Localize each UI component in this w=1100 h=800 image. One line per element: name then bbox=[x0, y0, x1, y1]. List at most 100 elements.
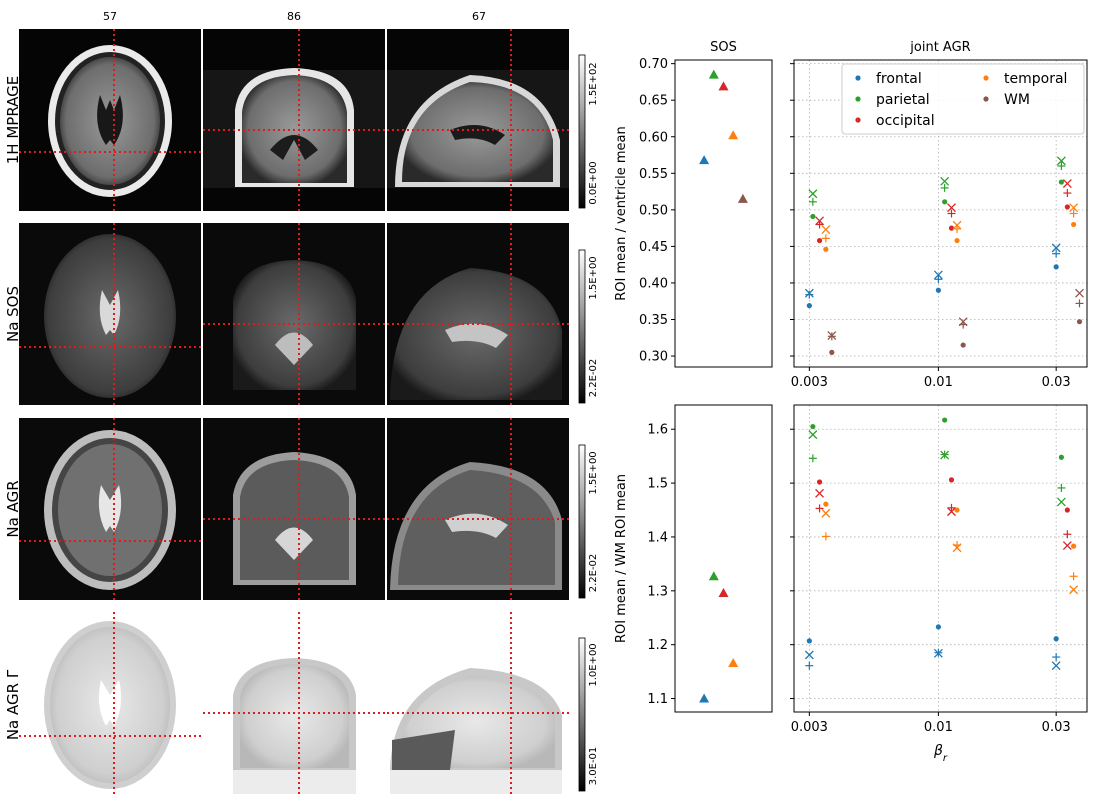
y-tick-label: 0.40 bbox=[639, 276, 668, 291]
cross-WM-b bbox=[1075, 288, 1084, 298]
legend-marker-WM bbox=[983, 96, 989, 102]
colorbar-sos-max: 1.5E+00 bbox=[588, 256, 599, 299]
dot-temporal bbox=[954, 237, 960, 244]
row-label-mprage: 1H MPRAGE bbox=[4, 76, 22, 165]
y-tick-label: 1.2 bbox=[647, 638, 668, 653]
cross-frontal bbox=[933, 270, 943, 280]
cross-frontal bbox=[1051, 243, 1061, 253]
cross-WM-b bbox=[827, 331, 837, 341]
slice-number-coronal: 86 bbox=[287, 10, 301, 23]
cross-parietal bbox=[940, 450, 950, 460]
plus-occipital bbox=[1063, 530, 1072, 539]
plus-parietal bbox=[1057, 483, 1066, 492]
dot-frontal bbox=[935, 287, 941, 293]
dot-frontal bbox=[1053, 264, 1059, 270]
cross-parietal bbox=[1056, 497, 1066, 507]
plus-occipital bbox=[947, 503, 956, 512]
cross-frontal-b bbox=[804, 288, 814, 298]
cross-temporal-b bbox=[821, 225, 831, 235]
colorbar-agr-gamma-max: 1.0E+00 bbox=[588, 643, 599, 686]
y-tick-label: 1.6 bbox=[647, 423, 668, 438]
dot-parietal bbox=[1058, 179, 1064, 185]
cross-occipital bbox=[947, 203, 956, 213]
y-axis-label: ROI mean / ventricle mean bbox=[614, 126, 629, 300]
sos-row bbox=[19, 223, 569, 405]
cross-temporal bbox=[821, 508, 831, 518]
dot-occipital bbox=[816, 479, 823, 485]
row-label-agr: Na AGR bbox=[4, 480, 22, 537]
y-tick-label: 0.45 bbox=[639, 240, 668, 255]
plus-frontal bbox=[805, 661, 814, 670]
legend-marker-temporal bbox=[983, 75, 989, 81]
y-tick-label: 1.4 bbox=[647, 530, 668, 545]
dot-temporal bbox=[1071, 543, 1077, 549]
dot-frontal bbox=[806, 303, 812, 309]
cross-parietal bbox=[940, 176, 950, 186]
cross-occipital-b bbox=[815, 488, 825, 498]
plus-WM bbox=[1075, 299, 1084, 308]
agr-gamma-row bbox=[19, 612, 569, 794]
dot-frontal bbox=[935, 624, 941, 630]
colorbar-agr-gamma-min: 3.0E-01 bbox=[588, 747, 599, 786]
cross-frontal-b bbox=[804, 650, 814, 660]
dot-occipital bbox=[948, 225, 955, 231]
colorbar-agr-gamma: 1.0E+00 3.0E-01 bbox=[578, 637, 599, 792]
legend-marker-parietal bbox=[855, 96, 861, 102]
plus-frontal bbox=[934, 275, 943, 284]
cross-parietal bbox=[808, 430, 818, 440]
dot-WM bbox=[1076, 319, 1083, 325]
cross-parietal-b bbox=[808, 430, 818, 440]
axes-frame bbox=[793, 59, 1088, 368]
brain-image-grid: 57 86 67 1H MPRAGE Na SOS Na AGR Na AGR … bbox=[4, 10, 599, 794]
point-frontal bbox=[699, 155, 710, 165]
dot-occipital bbox=[1064, 507, 1070, 513]
x-tick-label: 0.003 bbox=[791, 375, 828, 390]
y-tick-label: 0.35 bbox=[639, 313, 668, 328]
plus-parietal bbox=[808, 454, 817, 463]
cross-temporal bbox=[1069, 203, 1079, 213]
plus-frontal bbox=[1052, 249, 1061, 258]
dot-parietal bbox=[810, 423, 816, 430]
plus-temporal bbox=[821, 532, 830, 541]
chart-title: SOS bbox=[710, 40, 737, 55]
legend-marker-frontal bbox=[855, 75, 861, 81]
cross-parietal-b bbox=[1056, 156, 1066, 166]
cross-parietal-b bbox=[1056, 497, 1066, 507]
colorbar-mprage: 1.5E+02 0.0E+00 bbox=[578, 54, 599, 209]
row-label-agr-gamma: Na AGR Γ bbox=[4, 669, 22, 740]
cross-occipital bbox=[815, 488, 825, 498]
legend-marker-occipital bbox=[855, 117, 861, 123]
cross-frontal bbox=[933, 648, 943, 658]
chart-panel-3: 0.003 0.01 0.03 βr bbox=[790, 404, 1088, 764]
dot-parietal bbox=[942, 417, 948, 423]
point-temporal bbox=[728, 130, 739, 140]
plus-occipital bbox=[815, 504, 824, 513]
chart-title: joint AGR bbox=[909, 40, 970, 55]
plus-temporal bbox=[1069, 209, 1078, 218]
plus-temporal bbox=[821, 234, 830, 243]
cross-WM-b bbox=[958, 317, 968, 327]
cross-temporal-b bbox=[952, 220, 962, 230]
dot-temporal bbox=[954, 507, 960, 513]
cross-occipital-b bbox=[1062, 541, 1072, 551]
chart-panel-0: 0.30 0.35 0.40 0.45 0.50 0.55 0.60 0.65 0.70 SOS R… bbox=[614, 40, 773, 368]
plus-parietal bbox=[808, 197, 817, 206]
y-tick-label: 0.70 bbox=[639, 57, 668, 72]
dot-frontal bbox=[1053, 636, 1059, 642]
y-tick-label: 1.5 bbox=[647, 477, 668, 492]
plus-occipital bbox=[947, 209, 956, 218]
y-tick-label: 0.65 bbox=[639, 94, 668, 109]
colorbar-mprage-min: 0.0E+00 bbox=[588, 161, 599, 204]
row-label-sos: Na SOS bbox=[4, 286, 22, 342]
plus-temporal bbox=[953, 224, 962, 233]
dot-occipital bbox=[1064, 204, 1070, 210]
mprage-row bbox=[19, 29, 569, 211]
dot-parietal bbox=[810, 213, 816, 220]
cross-WM bbox=[1075, 288, 1084, 298]
legend-box bbox=[841, 63, 1085, 135]
cross-frontal-b bbox=[1051, 243, 1061, 253]
dot-temporal bbox=[823, 246, 829, 252]
chart-panel-2: 1.1 1.2 1.3 1.4 1.5 1.6 ROI mean / WM ROI mean bbox=[614, 404, 773, 713]
dot-occipital bbox=[816, 237, 823, 244]
cross-parietal-b bbox=[940, 176, 950, 186]
